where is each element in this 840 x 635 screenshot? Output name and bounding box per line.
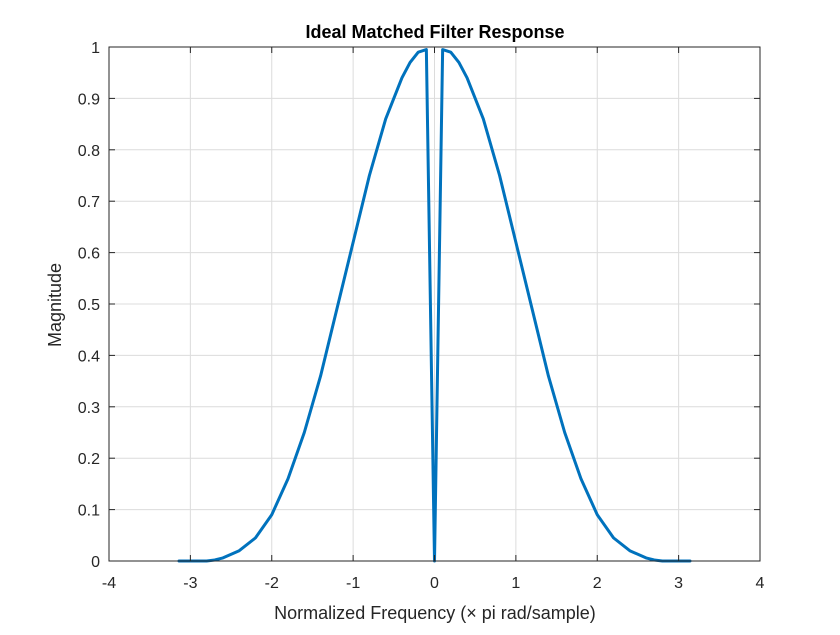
y-axis: 0 0.1 0.2 0.3 0.4 0.5 0.6 0.7 0.8 0.9 1 bbox=[78, 40, 760, 571]
x-tick-label: 1 bbox=[511, 575, 520, 592]
x-tick-label: -1 bbox=[346, 575, 360, 592]
x-tick-label: 2 bbox=[593, 575, 602, 592]
y-tick-label: 0.2 bbox=[78, 451, 100, 468]
y-tick-label: 0.5 bbox=[78, 297, 100, 314]
chart-title: Ideal Matched Filter Response bbox=[305, 22, 564, 42]
y-tick-label: 1 bbox=[91, 40, 100, 57]
x-axis: -4 -3 -2 -1 0 1 2 3 4 bbox=[102, 47, 765, 592]
x-tick-label: 4 bbox=[756, 575, 765, 592]
y-tick-label: 0.4 bbox=[78, 348, 100, 365]
y-tick-label: 0.1 bbox=[78, 503, 100, 520]
x-tick-label: -4 bbox=[102, 575, 116, 592]
x-axis-label: Normalized Frequency (× pi rad/sample) bbox=[274, 603, 596, 623]
y-tick-label: 0.6 bbox=[78, 246, 100, 263]
x-tick-label: 3 bbox=[674, 575, 683, 592]
x-tick-label: -3 bbox=[183, 575, 197, 592]
y-tick-label: 0.9 bbox=[78, 91, 100, 108]
y-tick-label: 0.7 bbox=[78, 194, 100, 211]
x-tick-label: 0 bbox=[430, 575, 439, 592]
y-tick-label: 0 bbox=[91, 554, 100, 571]
y-tick-label: 0.3 bbox=[78, 400, 100, 417]
y-tick-label: 0.8 bbox=[78, 143, 100, 160]
y-axis-label: Magnitude bbox=[45, 263, 65, 347]
x-tick-label: -2 bbox=[265, 575, 279, 592]
